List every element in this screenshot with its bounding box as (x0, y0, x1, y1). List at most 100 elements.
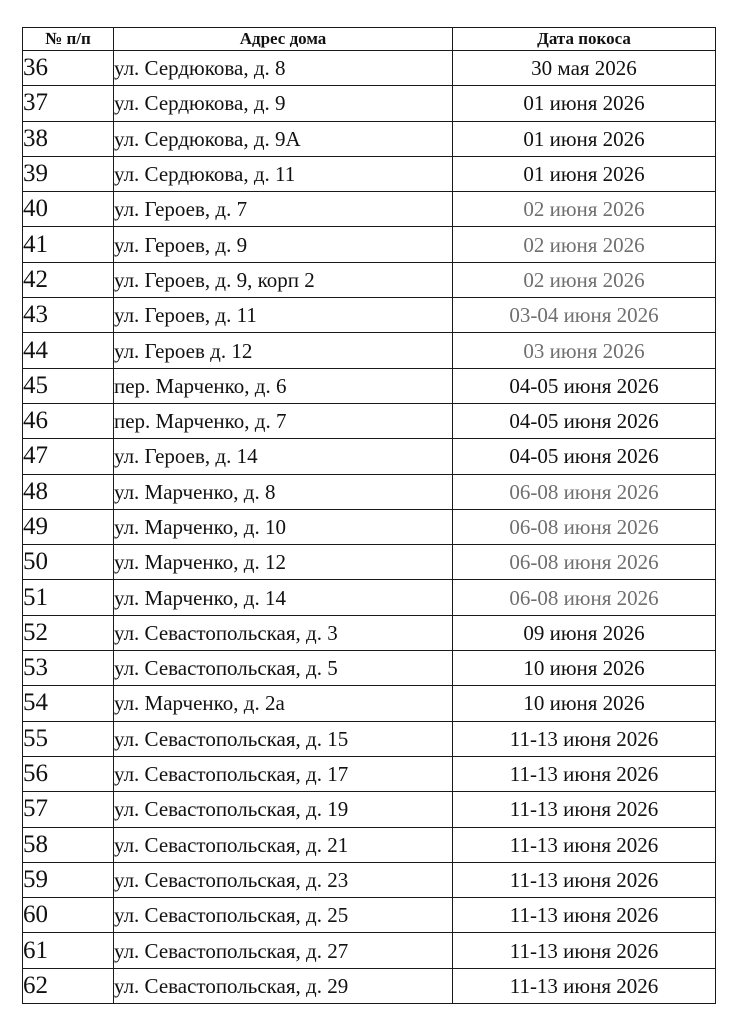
table-row: 62 ул. Севастопольская, д. 29 11-13 июня 2… (22, 967, 716, 1005)
table-row: 44 ул. Героев д. 12 03 июня 2026 (22, 332, 716, 369)
mowing-date: 01 июня 2026 (452, 85, 716, 122)
row-number: 38 (22, 120, 114, 157)
row-number: 53 (22, 650, 114, 687)
house-address: ул. Марченко, д. 2а (113, 685, 453, 722)
row-number: 54 (22, 685, 114, 722)
row-number: 60 (22, 897, 114, 934)
table-row: 46 пер. Марченко, д. 7 04-05 июня 2026 (22, 402, 716, 440)
mowing-date: 10 июня 2026 (452, 650, 716, 687)
table-header: № п/п Адрес дома Дата покоса (22, 27, 716, 51)
house-address: пер. Марченко, д. 7 (113, 402, 453, 440)
table-row: 57 ул. Севастопольская, д. 19 11-13 июня 2… (22, 791, 716, 828)
mowing-date: 10 июня 2026 (452, 685, 716, 722)
table-row: 38 ул. Сердюкова, д. 9А 01 июня 2026 (22, 120, 716, 157)
mowing-date: 06-08 июня 2026 (452, 544, 716, 581)
table-row: 36 ул. Сердюкова, д. 8 30 мая 2026 (22, 49, 716, 87)
mowing-date: 11-13 июня 2026 (452, 932, 716, 969)
header-number: № п/п (22, 27, 114, 51)
mowing-date: 11-13 июня 2026 (452, 720, 716, 757)
table-row: 53 ул. Севастопольская, д. 5 10 июня 2026 (22, 650, 716, 687)
house-address: ул. Севастопольская, д. 23 (113, 861, 453, 899)
mowing-date: 06-08 июня 2026 (452, 579, 716, 616)
mowing-date: 01 июня 2026 (452, 155, 716, 193)
mowing-date: 04-05 июня 2026 (452, 402, 716, 440)
house-address: ул. Марченко, д. 12 (113, 544, 453, 581)
table-row: 47 ул. Героев, д. 14 04-05 июня 2026 (22, 438, 716, 475)
house-address: ул. Сердюкова, д. 8 (113, 49, 453, 87)
table-body: 36 ул. Сердюкова, д. 8 30 мая 2026 37 ул. Се… (22, 49, 716, 1005)
mowing-date: 02 июня 2026 (452, 226, 716, 263)
header-address: Адрес дома (113, 27, 453, 51)
row-number: 36 (22, 49, 114, 87)
house-address: пер. Марченко, д. 6 (113, 367, 453, 404)
table-row: 39 ул. Сердюкова, д. 11 01 июня 2026 (22, 155, 716, 193)
table-row: 54 ул. Марченко, д. 2а 10 июня 2026 (22, 685, 716, 722)
house-address: ул. Героев д. 12 (113, 332, 453, 369)
house-address: ул. Севастопольская, д. 29 (113, 967, 453, 1005)
table-row: 51 ул. Марченко, д. 14 06-08 июня 2026 (22, 579, 716, 616)
row-number: 48 (22, 473, 114, 510)
house-address: ул. Героев, д. 11 (113, 297, 453, 334)
mowing-date: 04-05 июня 2026 (452, 367, 716, 404)
table-row: 61 ул. Севастопольская, д. 27 11-13 июня 2… (22, 932, 716, 969)
house-address: ул. Севастопольская, д. 5 (113, 650, 453, 687)
row-number: 52 (22, 614, 114, 652)
house-address: ул. Севастопольская, д. 25 (113, 897, 453, 934)
house-address: ул. Героев, д. 7 (113, 191, 453, 228)
table-row: 52 ул. Севастопольская, д. 3 09 июня 2026 (22, 614, 716, 652)
mowing-date: 11-13 июня 2026 (452, 791, 716, 828)
mowing-date: 11-13 июня 2026 (452, 967, 716, 1005)
table-row: 60 ул. Севастопольская, д. 25 11-13 июня 2… (22, 897, 716, 934)
mowing-date: 30 мая 2026 (452, 49, 716, 87)
table-row: 41 ул. Героев, д. 9 02 июня 2026 (22, 226, 716, 263)
row-number: 43 (22, 297, 114, 334)
row-number: 57 (22, 791, 114, 828)
header-row: № п/п Адрес дома Дата покоса (22, 27, 716, 51)
house-address: ул. Севастопольская, д. 3 (113, 614, 453, 652)
table-row: 49 ул. Марченко, д. 10 06-08 июня 2026 (22, 508, 716, 546)
house-address: ул. Героев, д. 9, корп 2 (113, 261, 453, 299)
mowing-date: 06-08 июня 2026 (452, 473, 716, 510)
table-row: 43 ул. Героев, д. 11 03-04 июня 2026 (22, 297, 716, 334)
row-number: 40 (22, 191, 114, 228)
mowing-date: 11-13 июня 2026 (452, 755, 716, 793)
row-number: 42 (22, 261, 114, 299)
table-row: 45 пер. Марченко, д. 6 04-05 июня 2026 (22, 367, 716, 404)
house-address: ул. Марченко, д. 10 (113, 508, 453, 546)
row-number: 61 (22, 932, 114, 969)
table-row: 40 ул. Героев, д. 7 02 июня 2026 (22, 191, 716, 228)
table-row: 50 ул. Марченко, д. 12 06-08 июня 2026 (22, 544, 716, 581)
table-row: 56 ул. Севастопольская, д. 17 11-13 июня 2… (22, 755, 716, 793)
table-row: 58 ул. Севастопольская, д. 21 11-13 июня 2… (22, 826, 716, 863)
row-number: 56 (22, 755, 114, 793)
row-number: 55 (22, 720, 114, 757)
mowing-date: 09 июня 2026 (452, 614, 716, 652)
house-address: ул. Марченко, д. 8 (113, 473, 453, 510)
mowing-date: 03 июня 2026 (452, 332, 716, 369)
mowing-schedule-table: № п/п Адрес дома Дата покоса 36 ул. Сердю… (22, 27, 716, 1005)
mowing-date: 02 июня 2026 (452, 191, 716, 228)
mowing-date: 11-13 июня 2026 (452, 861, 716, 899)
house-address: ул. Севастопольская, д. 17 (113, 755, 453, 793)
header-mowing-date: Дата покоса (452, 27, 716, 51)
mowing-date: 03-04 июня 2026 (452, 297, 716, 334)
row-number: 50 (22, 544, 114, 581)
row-number: 41 (22, 226, 114, 263)
mowing-date: 01 июня 2026 (452, 120, 716, 157)
row-number: 39 (22, 155, 114, 193)
row-number: 62 (22, 967, 114, 1005)
table-row: 37 ул. Сердюкова, д. 9 01 июня 2026 (22, 85, 716, 122)
mowing-schedule-sheet: № п/п Адрес дома Дата покоса 36 ул. Сердю… (22, 27, 716, 1005)
house-address: ул. Героев, д. 14 (113, 438, 453, 475)
mowing-date: 02 июня 2026 (452, 261, 716, 299)
table-row: 48 ул. Марченко, д. 8 06-08 июня 2026 (22, 473, 716, 510)
table-row: 59 ул. Севастопольская, д. 23 11-13 июня 2… (22, 861, 716, 899)
row-number: 47 (22, 438, 114, 475)
house-address: ул. Севастопольская, д. 27 (113, 932, 453, 969)
mowing-date: 04-05 июня 2026 (452, 438, 716, 475)
mowing-date: 11-13 июня 2026 (452, 897, 716, 934)
row-number: 46 (22, 402, 114, 440)
house-address: ул. Севастопольская, д. 21 (113, 826, 453, 863)
row-number: 45 (22, 367, 114, 404)
table-row: 42 ул. Героев, д. 9, корп 2 02 июня 2026 (22, 261, 716, 299)
